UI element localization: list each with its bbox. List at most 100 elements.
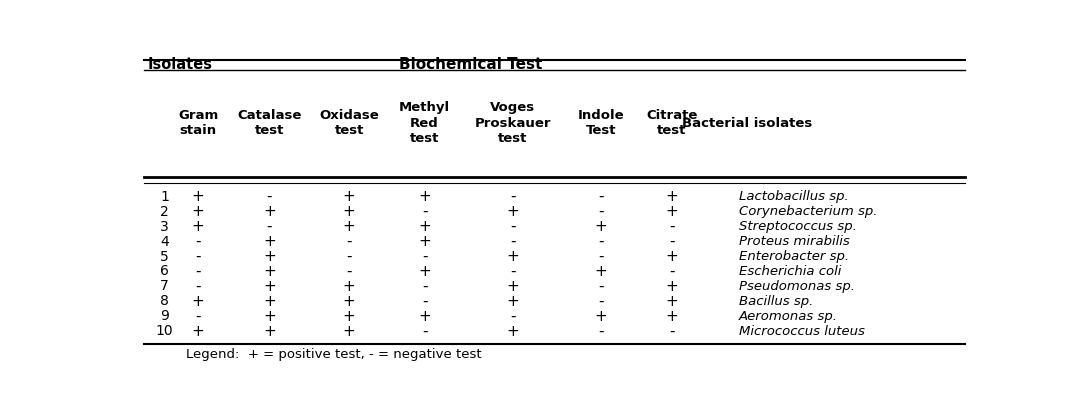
Text: +: +: [343, 309, 356, 324]
Text: 7: 7: [160, 279, 169, 294]
Text: +: +: [343, 204, 356, 219]
Text: +: +: [665, 294, 678, 309]
Text: +: +: [665, 189, 678, 204]
Text: Voges
Proskauer
test: Voges Proskauer test: [474, 101, 551, 145]
Text: 5: 5: [160, 249, 169, 263]
Text: Legend:  + = positive test, - = negative test: Legend: + = positive test, - = negative …: [186, 348, 481, 361]
Text: +: +: [263, 309, 276, 324]
Text: +: +: [343, 324, 356, 339]
Text: +: +: [418, 219, 431, 234]
Text: +: +: [506, 324, 519, 339]
Text: +: +: [343, 294, 356, 309]
Text: -: -: [669, 234, 675, 249]
Text: 8: 8: [160, 294, 169, 308]
Text: -: -: [422, 279, 427, 294]
Text: +: +: [506, 279, 519, 294]
Text: -: -: [266, 189, 273, 204]
Text: -: -: [510, 309, 515, 324]
Text: -: -: [196, 309, 201, 324]
Text: -: -: [510, 189, 515, 204]
Text: Enterobacter sp.: Enterobacter sp.: [739, 250, 849, 263]
Text: -: -: [196, 279, 201, 294]
Text: Micrococcus luteus: Micrococcus luteus: [739, 325, 865, 338]
Text: Proteus mirabilis: Proteus mirabilis: [739, 235, 849, 248]
Text: +: +: [665, 309, 678, 324]
Text: -: -: [669, 324, 675, 339]
Text: Gram
stain: Gram stain: [179, 109, 219, 137]
Text: +: +: [418, 264, 431, 279]
Text: +: +: [594, 219, 607, 234]
Text: Bacterial isolates: Bacterial isolates: [683, 117, 813, 130]
Text: Aeromonas sp.: Aeromonas sp.: [739, 310, 837, 323]
Text: Pseudomonas sp.: Pseudomonas sp.: [739, 280, 855, 293]
Text: 3: 3: [160, 220, 169, 234]
Text: +: +: [665, 249, 678, 264]
Text: -: -: [266, 219, 273, 234]
Text: -: -: [598, 189, 604, 204]
Text: +: +: [594, 264, 607, 279]
Text: +: +: [263, 279, 276, 294]
Text: -: -: [598, 204, 604, 219]
Text: +: +: [506, 204, 519, 219]
Text: -: -: [510, 234, 515, 249]
Text: +: +: [506, 249, 519, 264]
Text: +: +: [263, 264, 276, 279]
Text: Escherichia coli: Escherichia coli: [739, 265, 842, 278]
Text: +: +: [192, 219, 204, 234]
Text: +: +: [343, 279, 356, 294]
Text: 6: 6: [160, 265, 169, 279]
Text: Corynebacterium sp.: Corynebacterium sp.: [739, 205, 878, 218]
Text: -: -: [598, 324, 604, 339]
Text: -: -: [196, 249, 201, 264]
Text: -: -: [346, 249, 352, 264]
Text: 10: 10: [156, 324, 173, 338]
Text: +: +: [263, 249, 276, 264]
Text: -: -: [196, 234, 201, 249]
Text: -: -: [422, 249, 427, 264]
Text: Biochemical Test: Biochemical Test: [399, 57, 542, 72]
Text: 4: 4: [160, 235, 169, 249]
Text: +: +: [418, 309, 431, 324]
Text: +: +: [506, 294, 519, 309]
Text: Oxidase
test: Oxidase test: [319, 109, 379, 137]
Text: +: +: [263, 204, 276, 219]
Text: -: -: [346, 264, 352, 279]
Text: +: +: [192, 294, 204, 309]
Text: +: +: [418, 234, 431, 249]
Text: 2: 2: [160, 204, 169, 219]
Text: 1: 1: [160, 190, 169, 204]
Text: Isolates: Isolates: [148, 57, 213, 72]
Text: +: +: [343, 219, 356, 234]
Text: -: -: [422, 204, 427, 219]
Text: +: +: [263, 324, 276, 339]
Text: -: -: [510, 264, 515, 279]
Text: Indole
Test: Indole Test: [578, 109, 624, 137]
Text: Lactobacillus sp.: Lactobacillus sp.: [739, 190, 848, 203]
Text: +: +: [263, 294, 276, 309]
Text: -: -: [510, 219, 515, 234]
Text: +: +: [192, 204, 204, 219]
Text: +: +: [263, 234, 276, 249]
Text: +: +: [665, 204, 678, 219]
Text: Methyl
Red
test: Methyl Red test: [399, 101, 450, 145]
Text: +: +: [594, 309, 607, 324]
Text: -: -: [346, 234, 352, 249]
Text: -: -: [669, 219, 675, 234]
Text: -: -: [196, 264, 201, 279]
Text: -: -: [598, 294, 604, 309]
Text: Citrate
test: Citrate test: [646, 109, 698, 137]
Text: -: -: [598, 249, 604, 264]
Text: +: +: [343, 189, 356, 204]
Text: +: +: [418, 189, 431, 204]
Text: -: -: [669, 264, 675, 279]
Text: Bacillus sp.: Bacillus sp.: [739, 295, 814, 308]
Text: Catalase
test: Catalase test: [237, 109, 302, 137]
Text: 9: 9: [160, 309, 169, 324]
Text: -: -: [422, 324, 427, 339]
Text: +: +: [192, 324, 204, 339]
Text: -: -: [598, 279, 604, 294]
Text: -: -: [598, 234, 604, 249]
Text: -: -: [422, 294, 427, 309]
Text: +: +: [192, 189, 204, 204]
Text: +: +: [665, 279, 678, 294]
